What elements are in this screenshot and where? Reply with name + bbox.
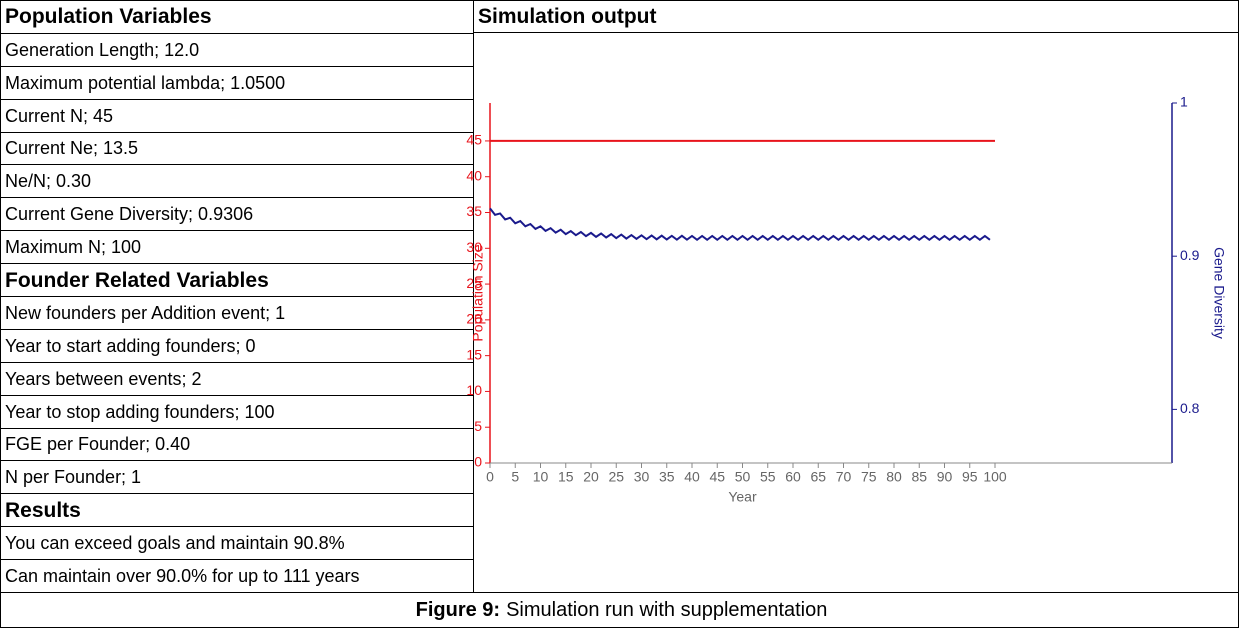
x-tick-label: 10 [533, 469, 549, 485]
y-axis-label: Population Size [470, 244, 486, 342]
x-tick-label: 90 [937, 469, 953, 485]
y-tick-label: 0 [474, 454, 482, 470]
y-tick-label: 15 [466, 346, 482, 362]
y-tick-label: 35 [466, 203, 482, 219]
x-tick-label: 20 [583, 469, 599, 485]
x-tick-label: 15 [558, 469, 574, 485]
caption-text: Simulation run with supplementation [506, 599, 828, 621]
x-tick-label: 60 [785, 469, 801, 485]
x-tick-label: 35 [659, 469, 675, 485]
x-tick-label: 25 [608, 469, 624, 485]
y-tick-label: 20 [466, 311, 482, 327]
y-tick-label: 10 [466, 382, 482, 398]
x-tick-label: 50 [735, 469, 751, 485]
y2-tick-label: 1 [1180, 94, 1188, 110]
x-tick-label: 85 [911, 469, 927, 485]
caption-label: Figure 9: [415, 599, 501, 621]
y-tick-label: 5 [474, 418, 482, 434]
x-tick-label: 100 [983, 469, 1007, 485]
y-tick-label: 40 [466, 167, 482, 183]
x-tick-label: 70 [836, 469, 852, 485]
x-tick-label: 40 [684, 469, 700, 485]
x-tick-label: 45 [709, 469, 725, 485]
x-tick-label: 75 [861, 469, 877, 485]
y2-tick-label: 0.9 [1180, 247, 1200, 263]
x-tick-label: 65 [810, 469, 826, 485]
x-tick-label: 80 [886, 469, 902, 485]
y-tick-label: 45 [466, 132, 482, 148]
x-axis-label: Year [728, 489, 757, 505]
x-tick-label: 55 [760, 469, 776, 485]
y2-axis-label: Gene Diversity [1211, 247, 1227, 339]
y2-tick-label: 0.8 [1180, 400, 1200, 416]
x-tick-label: 0 [486, 469, 494, 485]
x-tick-label: 30 [634, 469, 650, 485]
y-tick-label: 25 [466, 275, 482, 291]
x-tick-label: 5 [511, 469, 519, 485]
data-line [489, 207, 991, 242]
x-tick-label: 95 [962, 469, 978, 485]
y-tick-label: 30 [466, 239, 482, 255]
